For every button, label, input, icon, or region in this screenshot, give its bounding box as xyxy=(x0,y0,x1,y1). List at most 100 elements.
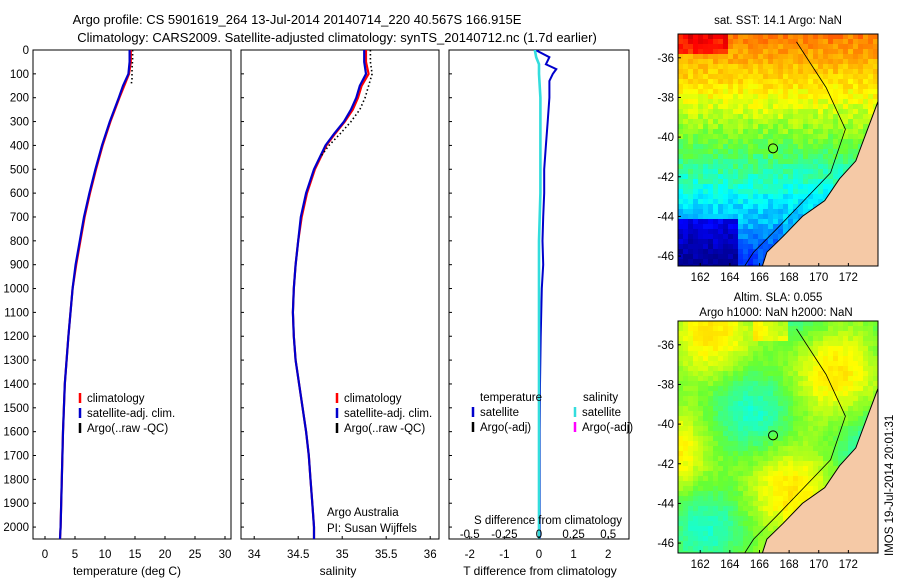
map-cell xyxy=(808,341,814,347)
map-cell xyxy=(828,44,834,50)
x-tick-label: 20 xyxy=(159,549,172,561)
map-cell xyxy=(843,124,849,130)
map-cell xyxy=(753,351,759,357)
map-cell xyxy=(848,416,854,422)
map-cell xyxy=(828,351,834,357)
map-cell xyxy=(678,446,684,452)
map-cell xyxy=(703,496,709,502)
map-cell xyxy=(818,446,824,452)
map-cell xyxy=(758,44,764,50)
map-cell xyxy=(693,416,699,422)
map-cell xyxy=(783,44,789,50)
map-cell xyxy=(828,89,834,95)
map-cell xyxy=(863,326,869,332)
map-cell xyxy=(803,179,809,185)
map-cell xyxy=(683,109,689,115)
map-cell xyxy=(693,346,699,352)
map-cell xyxy=(803,446,809,452)
map-cell xyxy=(743,326,749,332)
map-cell xyxy=(728,169,734,175)
map-cell xyxy=(778,326,784,332)
map-cell xyxy=(803,84,809,90)
map-cell xyxy=(783,406,789,412)
map-cell xyxy=(748,471,754,477)
map-cell xyxy=(713,144,719,150)
map-cell xyxy=(683,461,689,467)
salinity-x-label: salinity xyxy=(320,564,357,578)
map-cell xyxy=(728,224,734,230)
map-y-tick-label: -44 xyxy=(657,498,674,510)
map-cell xyxy=(823,426,829,432)
map-cell xyxy=(713,79,719,85)
map-cell xyxy=(713,496,719,502)
map-cell xyxy=(718,104,724,110)
map-cell xyxy=(743,356,749,362)
map-cell xyxy=(738,446,744,452)
map-cell xyxy=(743,189,749,195)
y-tick-label: 1300 xyxy=(3,355,29,367)
map-cell xyxy=(808,144,814,150)
map-cell xyxy=(808,99,814,105)
map-cell xyxy=(823,34,829,40)
map-cell xyxy=(808,446,814,452)
map-cell xyxy=(808,109,814,115)
map-cell xyxy=(738,264,744,266)
map-cell xyxy=(738,506,744,512)
map-cell xyxy=(733,79,739,85)
map-cell xyxy=(838,406,844,412)
map-cell xyxy=(753,381,759,387)
map-cell xyxy=(703,506,709,512)
map-cell xyxy=(778,466,784,472)
map-cell xyxy=(738,431,744,437)
map-cell xyxy=(773,224,779,230)
map-cell xyxy=(748,516,754,522)
map-cell xyxy=(703,134,709,140)
map-cell xyxy=(688,94,694,100)
map-cell xyxy=(768,421,774,427)
map-cell xyxy=(848,139,854,145)
map-cell xyxy=(803,49,809,55)
map-cell xyxy=(738,124,744,130)
map-x-tick-label: 164 xyxy=(720,559,740,571)
map-cell xyxy=(723,254,729,260)
map-cell xyxy=(718,89,724,95)
map-cell xyxy=(843,411,849,417)
map-cell xyxy=(753,204,759,210)
map-cell xyxy=(803,199,809,205)
map-cell xyxy=(793,194,799,200)
map-x-tick-label: 168 xyxy=(780,272,799,284)
map-cell xyxy=(793,94,799,100)
map-cell xyxy=(863,119,869,125)
map-cell xyxy=(838,336,844,342)
map-cell xyxy=(788,511,794,517)
map-cell xyxy=(783,224,789,230)
map-cell xyxy=(703,244,709,250)
map-cell xyxy=(743,536,749,542)
map-cell xyxy=(778,376,784,382)
map-cell xyxy=(723,471,729,477)
map-cell xyxy=(768,34,774,40)
map-cell xyxy=(688,149,694,155)
map-cell xyxy=(768,391,774,397)
map-cell xyxy=(753,39,759,45)
map-cell xyxy=(713,219,719,225)
map-cell xyxy=(708,436,714,442)
map-cell xyxy=(743,164,749,170)
map-cell xyxy=(768,436,774,442)
map-cell xyxy=(798,154,804,160)
map-cell xyxy=(843,391,849,397)
map-cell xyxy=(748,501,754,507)
map-cell xyxy=(743,249,749,255)
map-cell xyxy=(848,109,854,115)
map-cell xyxy=(788,154,794,160)
map-cell xyxy=(678,341,684,347)
map-cell xyxy=(793,446,799,452)
map-cell xyxy=(873,69,878,75)
map-cell xyxy=(698,451,704,457)
map-cell xyxy=(773,406,779,412)
map-cell xyxy=(678,391,684,397)
map-cell xyxy=(683,431,689,437)
map-cell xyxy=(683,154,689,160)
map-cell xyxy=(768,476,774,482)
map-cell xyxy=(788,371,794,377)
